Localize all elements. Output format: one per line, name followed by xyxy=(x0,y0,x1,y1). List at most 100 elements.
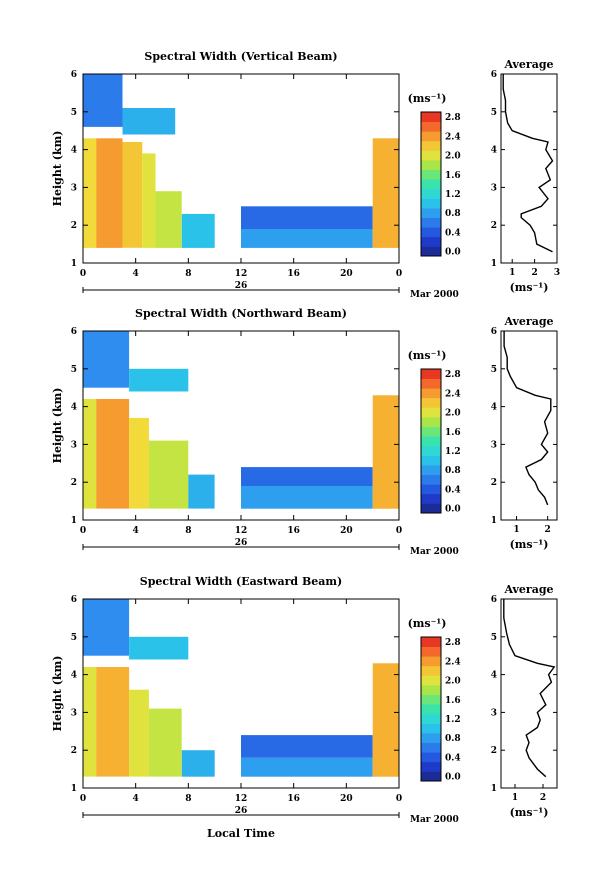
profile-line xyxy=(503,331,552,506)
heatmap-cell xyxy=(96,399,130,509)
colorbar-segment xyxy=(421,665,441,676)
heatmap-cell xyxy=(241,229,373,248)
y-tick-label: 3 xyxy=(71,440,77,450)
heatmap-cell xyxy=(155,191,182,248)
heatmap-cell xyxy=(83,331,130,388)
profile-x-tick-label: 2 xyxy=(531,268,537,278)
colorbar-segment xyxy=(421,397,441,408)
colorbar-tick-label: 0.0 xyxy=(445,505,461,515)
heatmap-cell xyxy=(372,663,399,777)
colorbar-segment xyxy=(421,503,441,514)
colorbar-segment xyxy=(421,169,441,180)
panel-title: Spectral Width (Vertical Beam) xyxy=(144,50,337,63)
panel-3: Spectral Width (Eastward Beam)123456Heig… xyxy=(51,575,558,840)
colorbar-tick-label: 2.4 xyxy=(445,132,461,142)
heatmap-cell xyxy=(241,735,373,758)
y-axis-label: Height (km) xyxy=(51,388,64,464)
profile-x-tick-label: 1 xyxy=(509,268,515,278)
y-tick-label: 2 xyxy=(71,221,77,231)
x-tick-label: 4 xyxy=(133,269,139,279)
colorbar-tick-label: 1.2 xyxy=(445,190,461,200)
colorbar-tick-label: 2.4 xyxy=(445,389,461,399)
colorbar-segment xyxy=(421,188,441,199)
heatmap-cell xyxy=(181,213,215,248)
y-tick-label: 6 xyxy=(71,595,77,605)
colorbar-segment xyxy=(421,455,441,466)
colorbar-segment xyxy=(421,131,441,142)
x-tick-label: 12 xyxy=(235,526,248,536)
heatmap-cell xyxy=(83,667,97,777)
colorbar-segment xyxy=(421,771,441,782)
profile-x-tick-label: 2 xyxy=(545,525,551,535)
colorbar-segment xyxy=(421,198,441,209)
colorbar-tick-label: 2.8 xyxy=(445,113,461,123)
x-tick-label: 0 xyxy=(396,526,402,536)
heatmap-cell xyxy=(96,138,123,248)
colorbar-segment xyxy=(421,388,441,399)
colorbar-tick-label: 2.0 xyxy=(445,152,461,162)
x-tick-label: 20 xyxy=(340,269,353,279)
colorbar-segment xyxy=(421,150,441,161)
x-tick-label: 8 xyxy=(185,269,191,279)
y-axis-label: Height (km) xyxy=(51,656,64,732)
colorbar-segment xyxy=(421,445,441,456)
profile-y-tick-label: 6 xyxy=(491,70,497,80)
profile-y-tick-label: 1 xyxy=(491,259,497,269)
heatmap-cell xyxy=(372,395,399,509)
colorbar-segment xyxy=(421,694,441,705)
heatmap-cell xyxy=(129,417,149,509)
x-tick-label: 8 xyxy=(185,526,191,536)
colorbar-tick-label: 0.8 xyxy=(445,734,461,744)
heatmap-cell xyxy=(142,153,156,248)
colorbar-segment xyxy=(421,227,441,238)
profile-y-tick-label: 1 xyxy=(491,516,497,526)
y-tick-label: 2 xyxy=(71,478,77,488)
colorbar-tick-label: 2.8 xyxy=(445,370,461,380)
y-tick-label: 4 xyxy=(71,403,77,413)
profile-y-tick-label: 3 xyxy=(491,440,497,450)
heatmap-cell xyxy=(83,399,97,509)
y-tick-label: 4 xyxy=(71,671,77,681)
x-tick-label: 12 xyxy=(235,269,248,279)
profile-x-label: (ms⁻¹) xyxy=(510,806,549,819)
panel-1: Spectral Width (Vertical Beam)123456Heig… xyxy=(51,50,560,300)
x-tick-label: 8 xyxy=(185,794,191,804)
x-tick-label: 16 xyxy=(287,794,300,804)
y-tick-label: 5 xyxy=(71,108,77,118)
month-label: Mar 2000 xyxy=(410,547,459,557)
y-tick-label: 5 xyxy=(71,365,77,375)
profile-line xyxy=(503,599,556,778)
colorbar-segment xyxy=(421,236,441,247)
colorbar-segment xyxy=(421,121,441,132)
heatmap-cell xyxy=(241,206,373,229)
date-label: 26 xyxy=(235,806,248,816)
heatmap-cell xyxy=(372,138,399,248)
x-tick-label: 0 xyxy=(80,794,86,804)
y-tick-label: 2 xyxy=(71,746,77,756)
profile-y-tick-label: 6 xyxy=(491,595,497,605)
x-tick-label: 0 xyxy=(80,269,86,279)
y-tick-label: 3 xyxy=(71,708,77,718)
colorbar-tick-label: 0.0 xyxy=(445,773,461,783)
colorbar-tick-label: 0.4 xyxy=(445,228,461,238)
date-label: 26 xyxy=(235,281,248,291)
heatmap-cell xyxy=(129,368,189,392)
profile-frame xyxy=(500,598,558,789)
heatmap-cell xyxy=(83,138,97,248)
colorbar-tick-label: 0.8 xyxy=(445,209,461,219)
y-tick-label: 1 xyxy=(71,516,77,526)
profile-y-tick-label: 4 xyxy=(491,403,497,413)
heatmap-cell xyxy=(241,757,373,777)
colorbar-segment xyxy=(421,675,441,686)
x-tick-label: 16 xyxy=(287,526,300,536)
colorbar-segment xyxy=(421,465,441,475)
colorbar-segment xyxy=(421,407,441,418)
y-tick-label: 6 xyxy=(71,70,77,80)
x-tick-label: 0 xyxy=(396,269,402,279)
profile-title: Average xyxy=(503,315,553,328)
heatmap-cell xyxy=(188,474,215,509)
panel-2: Spectral Width (Northward Beam)123456Hei… xyxy=(51,307,558,557)
colorbar-tick-label: 0.8 xyxy=(445,466,461,476)
heatmap-cell xyxy=(96,667,130,777)
